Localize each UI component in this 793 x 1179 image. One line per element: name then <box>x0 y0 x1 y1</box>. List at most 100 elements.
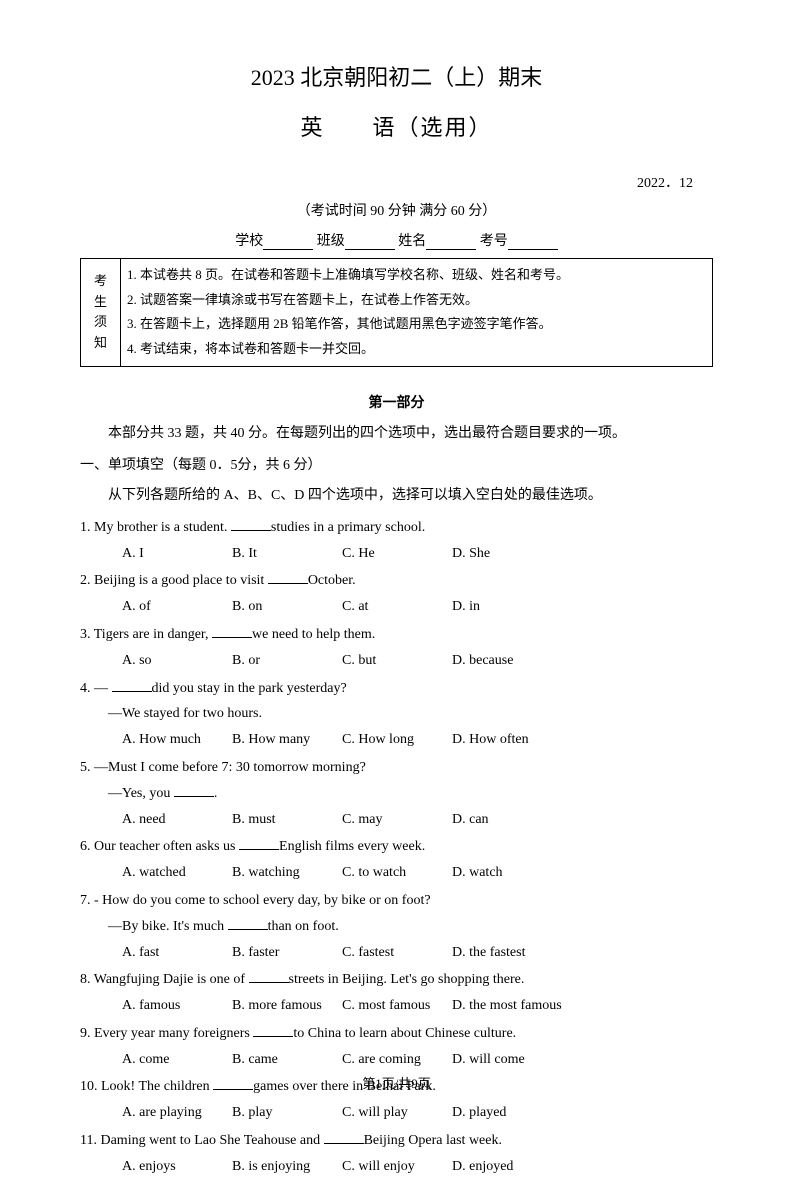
option: A. I <box>122 542 232 566</box>
option: B. came <box>232 1048 342 1072</box>
option: D. because <box>452 649 562 673</box>
instructions-table: 考生须知 1. 本试卷共 8 页。在试卷和答题卡上准确填写学校名称、班级、姓名和… <box>80 258 713 367</box>
dialogue-line: —Yes, you . <box>80 782 713 806</box>
question-text: 3. Tigers are in danger, we need to help… <box>80 623 713 647</box>
question-text: 9. Every year many foreigners to China t… <box>80 1022 713 1046</box>
option: D. will come <box>452 1048 562 1072</box>
option: A. famous <box>122 994 232 1018</box>
option: D. watch <box>452 861 562 885</box>
question-text: 1. My brother is a student. studies in a… <box>80 516 713 540</box>
dialogue-line: —By bike. It's much than on foot. <box>80 915 713 939</box>
question: 1. My brother is a student. studies in a… <box>80 516 713 566</box>
answer-blank <box>239 836 279 850</box>
class-label: 班级 <box>317 234 345 249</box>
class-blank <box>345 234 395 250</box>
part-header: 一、单项填空（每题 0．5分，共 6 分） <box>80 454 713 474</box>
options-row: A. soB. orC. butD. because <box>80 649 713 673</box>
option: C. at <box>342 595 452 619</box>
options-row: A. watchedB. watchingC. to watchD. watch <box>80 861 713 885</box>
option: C. He <box>342 542 452 566</box>
option: A. so <box>122 649 232 673</box>
exam-date: 2022．12 <box>80 172 713 192</box>
option: A. watched <box>122 861 232 885</box>
option: A. of <box>122 595 232 619</box>
examno-label: 考号 <box>480 234 508 249</box>
section-title: 第一部分 <box>80 392 713 412</box>
option: B. How many <box>232 728 342 752</box>
question: 4. — did you stay in the park yesterday?… <box>80 677 713 752</box>
option: D. the most famous <box>452 994 562 1018</box>
option: B. faster <box>232 941 342 965</box>
option: C. are coming <box>342 1048 452 1072</box>
question: 6. Our teacher often asks us English fil… <box>80 835 713 885</box>
question-text: 7. - How do you come to school every day… <box>80 889 713 913</box>
question: 5. —Must I come before 7: 30 tomorrow mo… <box>80 756 713 831</box>
instructions-label: 考生须知 <box>81 259 121 367</box>
answer-blank <box>212 624 252 638</box>
options-row: A. needB. mustC. mayD. can <box>80 808 713 832</box>
instruction-item: 3. 在答题卡上，选择题用 2B 铅笔作答，其他试题用黑色字迹签字笔作答。 <box>127 312 706 337</box>
option: C. most famous <box>342 994 452 1018</box>
option: D. in <box>452 595 562 619</box>
options-row: A. enjoysB. is enjoyingC. will enjoyD. e… <box>80 1155 713 1179</box>
exam-title-subject: 英 语（选用） <box>80 110 713 142</box>
options-row: A. comeB. cameC. are comingD. will come <box>80 1048 713 1072</box>
instruction-item: 2. 试题答案一律填涂或书写在答题卡上，在试卷上作答无效。 <box>127 288 706 313</box>
question-text: 6. Our teacher often asks us English fil… <box>80 835 713 859</box>
part-instruction: 从下列各题所给的 A、B、C、D 四个选项中，选择可以填入空白处的最佳选项。 <box>80 484 713 504</box>
name-blank <box>426 234 476 250</box>
options-row: A. How muchB. How manyC. How longD. How … <box>80 728 713 752</box>
option: C. but <box>342 649 452 673</box>
question-text: 11. Daming went to Lao She Teahouse and … <box>80 1129 713 1153</box>
options-row: A. ofB. onC. atD. in <box>80 595 713 619</box>
answer-blank <box>231 517 271 531</box>
question: 7. - How do you come to school every day… <box>80 889 713 964</box>
question-text: 2. Beijing is a good place to visit Octo… <box>80 569 713 593</box>
options-row: A. IB. ItC. HeD. She <box>80 542 713 566</box>
student-info-line: 学校 班级 姓名 考号 <box>80 230 713 250</box>
option: B. must <box>232 808 342 832</box>
question: 3. Tigers are in danger, we need to help… <box>80 623 713 673</box>
exam-time-score: （考试时间 90 分钟 满分 60 分） <box>80 200 713 220</box>
answer-blank <box>253 1023 293 1037</box>
question-text: 5. —Must I come before 7: 30 tomorrow mo… <box>80 756 713 780</box>
option: C. may <box>342 808 452 832</box>
exam-title-main: 2023 北京朝阳初二（上）期末 <box>80 60 713 92</box>
option: C. How long <box>342 728 452 752</box>
option: D. the fastest <box>452 941 562 965</box>
dialogue-line: —We stayed for two hours. <box>80 702 713 726</box>
option: C. will enjoy <box>342 1155 452 1179</box>
option: A. How much <box>122 728 232 752</box>
option: A. need <box>122 808 232 832</box>
options-row: A. famousB. more famousC. most famousD. … <box>80 994 713 1018</box>
option: A. enjoys <box>122 1155 232 1179</box>
question-text: 4. — did you stay in the park yesterday? <box>80 677 713 701</box>
answer-blank <box>174 783 214 797</box>
option: A. fast <box>122 941 232 965</box>
option: D. How often <box>452 728 562 752</box>
option: B. is enjoying <box>232 1155 342 1179</box>
option: A. come <box>122 1048 232 1072</box>
option: B. more famous <box>232 994 342 1018</box>
answer-blank <box>228 916 268 930</box>
option: B. watching <box>232 861 342 885</box>
question: 11. Daming went to Lao She Teahouse and … <box>80 1129 713 1179</box>
question: 8. Wangfujing Dajie is one of streets in… <box>80 968 713 1018</box>
question: 2. Beijing is a good place to visit Octo… <box>80 569 713 619</box>
school-label: 学校 <box>235 234 263 249</box>
instructions-content: 1. 本试卷共 8 页。在试卷和答题卡上准确填写学校名称、班级、姓名和考号。 2… <box>121 259 713 367</box>
answer-blank <box>268 570 308 584</box>
option: C. to watch <box>342 861 452 885</box>
answer-blank <box>324 1130 364 1144</box>
option: C. fastest <box>342 941 452 965</box>
option: D. She <box>452 542 562 566</box>
name-label: 姓名 <box>398 234 426 249</box>
option: D. enjoyed <box>452 1155 562 1179</box>
option: B. It <box>232 542 342 566</box>
option: D. can <box>452 808 562 832</box>
answer-blank <box>112 678 152 692</box>
question-text: 8. Wangfujing Dajie is one of streets in… <box>80 968 713 992</box>
section-intro: 本部分共 33 题，共 40 分。在每题列出的四个选项中，选出最符合题目要求的一… <box>80 422 713 442</box>
option: B. or <box>232 649 342 673</box>
options-row: A. fastB. fasterC. fastestD. the fastest <box>80 941 713 965</box>
